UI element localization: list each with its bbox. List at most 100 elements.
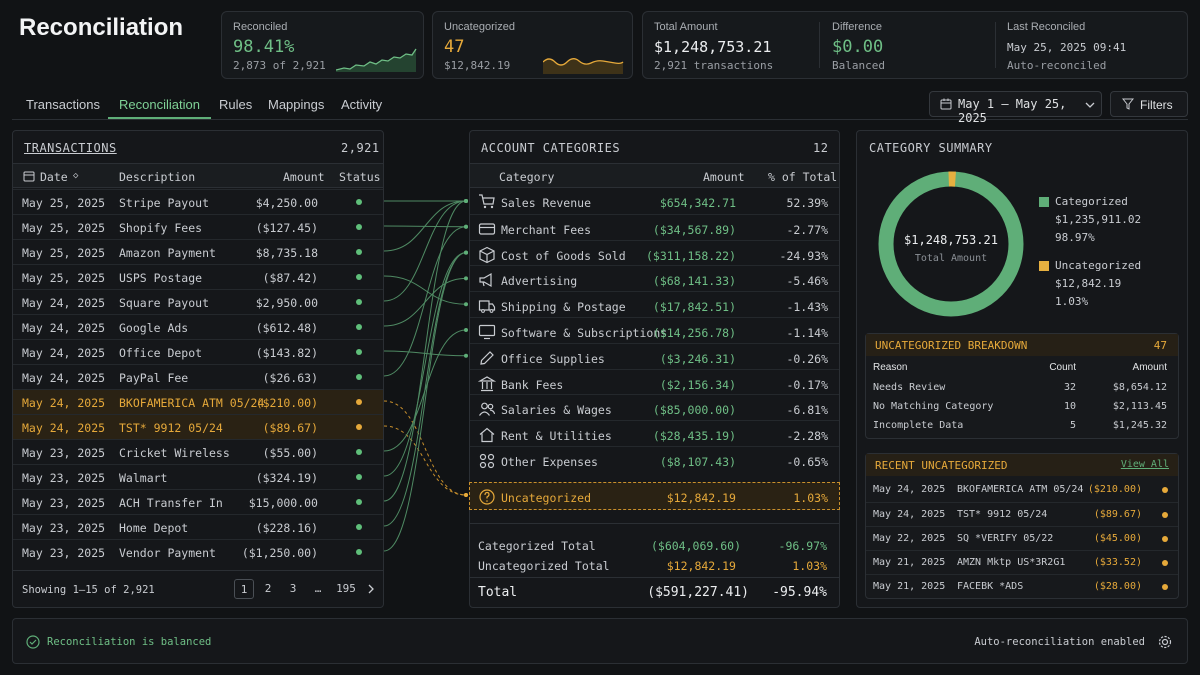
table-row[interactable]: May 23, 2025 Home Depot ($228.16) — [13, 514, 383, 539]
calendar-icon — [940, 98, 952, 110]
pagination-summary: Showing 1–15 of 2,921 — [22, 584, 155, 596]
tab-mappings[interactable]: Mappings — [268, 97, 325, 112]
status-bar: Reconciliation is balanced Auto-reconcil… — [12, 618, 1188, 664]
status-dot — [356, 299, 362, 305]
table-row[interactable]: May 24, 2025 Office Depot ($143.82) — [13, 339, 383, 364]
sort-icon[interactable]: ◇ — [73, 171, 79, 181]
table-row[interactable]: May 23, 2025 Vendor Payment ($1,250.00) — [13, 539, 383, 564]
category-row[interactable]: Uncategorized $12,842.19 1.03% — [469, 482, 840, 510]
recent-row[interactable]: May 21, 2025 AMZN Mktp US*3R2G1 ($33.52) — [866, 550, 1178, 574]
kpi-difference: Difference $0.00 Balanced — [821, 12, 995, 78]
categories-count: 12 — [813, 141, 829, 155]
mapping-line — [383, 226, 467, 377]
mapping-endpoint — [464, 353, 468, 358]
category-row[interactable]: Cost of Goods Sold ($311,158.22) -24.93% — [470, 239, 839, 268]
category-row[interactable]: Merchant Fees ($34,567.89) -2.77% — [470, 213, 839, 242]
table-row[interactable]: May 25, 2025 Shopify Fees ($127.45) — [13, 214, 383, 239]
kpi-sub: Auto-reconciled — [1007, 59, 1107, 72]
bank-icon — [478, 375, 496, 391]
kpi-label: Reconciled — [233, 21, 288, 33]
row-description: Cricket Wireless — [119, 446, 230, 460]
total-pct: -96.97% — [778, 539, 827, 553]
row-amount: ($612.48) — [255, 321, 318, 335]
row-description: Square Payout — [119, 296, 210, 310]
recent-row[interactable]: May 24, 2025 TST* 9912 05/24 ($89.67) — [866, 502, 1178, 526]
legend-categorized-amount: $1,235,911.02 — [1055, 213, 1142, 226]
table-row[interactable]: May 23, 2025 ACH Transfer In $15,000.00 — [13, 489, 383, 514]
tab-reconciliation[interactable]: Reconciliation — [108, 92, 211, 119]
mapping-endpoint — [464, 250, 468, 255]
divider — [995, 22, 996, 68]
status-dot — [356, 199, 362, 205]
uncategorized-total-row: Uncategorized Total $12,842.19 1.03% — [470, 553, 839, 578]
category-pct: 1.03% — [793, 491, 828, 505]
category-pct: -0.65% — [786, 455, 828, 469]
status-dot — [1162, 487, 1168, 493]
category-name: Other Expenses — [501, 455, 598, 469]
tab-transactions[interactable]: Transactions — [26, 97, 100, 112]
row-date: May 23, 2025 — [22, 521, 106, 535]
table-row[interactable]: May 25, 2025 USPS Postage ($87.42) — [13, 264, 383, 289]
status-dot — [356, 549, 362, 555]
page-3-button[interactable]: 3 — [289, 582, 297, 595]
status-dot — [356, 224, 362, 230]
category-amount: ($3,246.31) — [659, 351, 736, 366]
gear-icon[interactable] — [1157, 634, 1173, 650]
row-description: Stripe Payout — [119, 196, 210, 210]
header-date[interactable]: Date — [40, 170, 68, 184]
table-row[interactable]: May 23, 2025 Walmart ($324.19) — [13, 464, 383, 489]
transactions-panel: TRANSACTIONS 2,921 Date ◇ Description Am… — [12, 130, 384, 608]
breakdown-title: UNCATEGORIZED BREAKDOWN — [875, 339, 1028, 352]
table-row[interactable]: May 25, 2025 Stripe Payout $4,250.00 — [13, 189, 383, 214]
category-name: Advertising — [501, 274, 578, 289]
table-row[interactable]: May 24, 2025 Square Payout $2,950.00 — [13, 289, 383, 314]
view-all-link[interactable]: View All — [1120, 459, 1169, 470]
category-amount: ($34,567.89) — [652, 222, 736, 237]
chevron-right-icon[interactable] — [366, 584, 376, 594]
header-amount: Amount — [1132, 362, 1167, 373]
page-1-button[interactable]: 1 — [234, 579, 254, 599]
total-label: Uncategorized Total — [478, 559, 610, 573]
table-row[interactable]: May 24, 2025 Google Ads ($612.48) — [13, 314, 383, 339]
category-name: Cost of Goods Sold — [501, 248, 626, 263]
category-amount: ($17,842.51) — [652, 300, 736, 315]
chevron-down-icon — [1085, 102, 1095, 108]
category-amount: $654,342.71 — [659, 196, 736, 210]
reconciled-sparkline — [336, 48, 417, 72]
date-range-button[interactable]: May 1 – May 25, 2025 — [929, 91, 1102, 125]
auto-reconcile-label: Auto-reconciliation enabled — [974, 636, 1145, 648]
category-row[interactable]: Sales Revenue $654,342.71 52.39% — [470, 188, 839, 216]
page-last-button[interactable]: 195 — [336, 582, 356, 595]
table-row[interactable]: May 24, 2025 BKOFAMERICA ATM 05/24 ($210.0… — [13, 389, 383, 414]
status-dot — [356, 374, 362, 380]
category-row[interactable]: Salaries & Wages ($85,000.00) -6.81% — [470, 394, 839, 422]
tab-rules[interactable]: Rules — [219, 97, 253, 112]
kpi-uncategorized: Uncategorized 47 $12,842.19 — [432, 11, 633, 79]
category-row[interactable]: Office Supplies ($3,246.31) -0.26% — [470, 342, 839, 371]
page-2-button[interactable]: 2 — [264, 582, 272, 595]
breakdown-count: 5 — [1069, 420, 1076, 431]
category-row[interactable]: Rent & Utilities ($28,435.19) -2.28% — [470, 420, 839, 448]
table-row[interactable]: May 24, 2025 TST* 9912 05/24 ($89.67) — [13, 414, 383, 439]
table-row[interactable]: May 25, 2025 Amazon Payment $8,735.18 — [13, 239, 383, 264]
recent-row[interactable]: May 21, 2025 FACEBK *ADS ($28.00) — [866, 574, 1178, 598]
recent-row[interactable]: May 22, 2025 SQ *VERIFY 05/22 ($45.00) — [866, 526, 1178, 550]
row-description: Home Depot — [119, 521, 189, 535]
category-row[interactable]: Software & Subscriptions ($14,256.78) -1.1… — [470, 317, 839, 345]
kpi-sub: 2,873 of 2,921 — [233, 59, 326, 72]
category-row[interactable]: Bank Fees ($2,156.34) -0.17% — [470, 368, 839, 397]
category-row[interactable]: Shipping & Postage ($17,842.51) -1.43% — [470, 291, 839, 319]
row-amount: $8,735.18 — [255, 246, 318, 260]
filters-button[interactable]: Filters — [1110, 91, 1188, 117]
tab-activity[interactable]: Activity — [341, 97, 383, 112]
recent-row[interactable]: May 24, 2025 BKOFAMERICA ATM 05/24 ($210.0… — [866, 478, 1178, 502]
legend-categorized-pct: 98.97% — [1055, 231, 1095, 244]
category-row[interactable]: Advertising ($68,141.33) -5.46% — [470, 265, 839, 293]
categories-title: ACCOUNT CATEGORIES — [481, 141, 621, 155]
row-amount: ($210.00) — [255, 396, 318, 410]
category-row[interactable]: Other Expenses ($8,107.43) -0.65% — [470, 446, 839, 474]
table-row[interactable]: May 24, 2025 PayPal Fee ($26.63) — [13, 364, 383, 389]
legend-swatch-categorized — [1039, 197, 1049, 207]
table-row[interactable]: May 23, 2025 Cricket Wireless ($55.00) — [13, 439, 383, 464]
legend-swatch-uncategorized — [1039, 261, 1049, 271]
